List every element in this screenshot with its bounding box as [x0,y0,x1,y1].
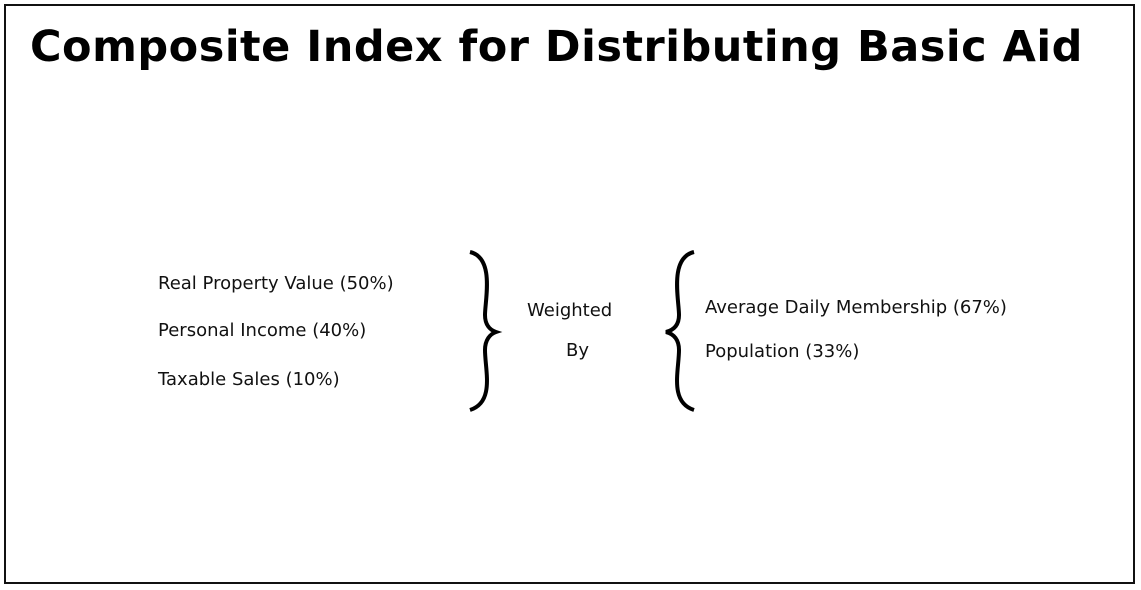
right-item: Average Daily Membership (67%) [705,297,1007,318]
center-label: By [566,340,590,361]
center-label: Weighted [527,300,613,321]
title: Composite Index for Distributing Basic A… [30,22,1083,72]
left-item: Taxable Sales (10%) [158,369,340,390]
frame [4,4,1135,584]
left-brace [665,250,695,412]
right-brace [469,250,503,412]
left-item: Personal Income (40%) [158,320,367,341]
left-item: Real Property Value (50%) [158,273,394,294]
right-item: Population (33%) [705,341,860,362]
